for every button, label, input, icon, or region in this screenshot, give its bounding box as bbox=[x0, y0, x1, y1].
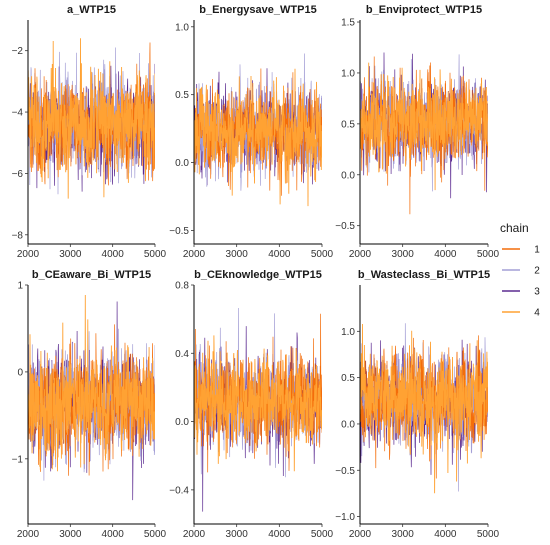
y-tick-label: −8 bbox=[12, 230, 24, 241]
y-tick-label: −2 bbox=[12, 46, 24, 57]
x-tick-label: 3000 bbox=[392, 529, 415, 540]
y-tick-label: −6 bbox=[12, 169, 24, 180]
x-tick-label: 5000 bbox=[477, 249, 500, 260]
x-tick-label: 2000 bbox=[349, 249, 372, 260]
panel-title: b_CEaware_Bi_WTP15 bbox=[32, 269, 151, 281]
y-tick-label: 0.0 bbox=[341, 170, 355, 181]
trace-line-chain-4 bbox=[194, 335, 322, 472]
trace-panel-5: b_CEknowledge_WTP15 −0.4 0.0 0.4 0.8 2000 3000… bbox=[169, 269, 333, 540]
panel-title: b_Energysave_WTP15 bbox=[199, 4, 316, 16]
x-tick-label: 4000 bbox=[268, 249, 291, 260]
trace-panel-3: b_Enviprotect_WTP15 −0.5 0.0 0.5 1.0 1.5 2000 3… bbox=[335, 4, 499, 260]
x-tick-label: 3000 bbox=[226, 249, 249, 260]
trace-panel-6: b_Wasteclass_Bi_WTP15 −1.0 −0.5 0.0 0.5 1.0 20… bbox=[335, 269, 499, 540]
x-tick-label: 3000 bbox=[392, 249, 415, 260]
y-tick-label: 1.0 bbox=[175, 22, 189, 33]
x-tick-label: 5000 bbox=[311, 529, 334, 540]
legend-label-chain-3: 3 bbox=[534, 287, 540, 298]
y-tick-label: 0.5 bbox=[341, 373, 355, 384]
y-tick-label: 0.4 bbox=[175, 349, 189, 360]
x-tick-label: 5000 bbox=[311, 249, 334, 260]
y-tick-label: −0.5 bbox=[335, 466, 355, 477]
x-tick-label: 2000 bbox=[17, 529, 40, 540]
y-tick-label: −0.5 bbox=[335, 221, 355, 232]
panel-title: b_CEknowledge_WTP15 bbox=[194, 269, 322, 281]
x-tick-label: 4000 bbox=[268, 529, 291, 540]
x-tick-label: 3000 bbox=[226, 529, 249, 540]
x-tick-label: 3000 bbox=[59, 249, 82, 260]
trace-line-chain-4 bbox=[360, 62, 488, 191]
y-tick-label: 0.5 bbox=[175, 90, 189, 101]
x-tick-label: 5000 bbox=[144, 249, 167, 260]
y-tick-label: −0.4 bbox=[169, 485, 189, 496]
trace-panel-2: b_Energysave_WTP15 −0.5 0.0 0.5 1.0 2000 3000 4… bbox=[169, 4, 333, 260]
x-tick-label: 5000 bbox=[477, 529, 500, 540]
y-tick-label: −1 bbox=[12, 454, 24, 465]
y-tick-label: 1.0 bbox=[341, 327, 355, 338]
trace-line-chain-4 bbox=[28, 38, 155, 199]
legend: chain 1 2 3 4 bbox=[500, 221, 540, 319]
x-tick-label: 3000 bbox=[59, 529, 82, 540]
y-tick-label: 0.0 bbox=[175, 158, 189, 169]
x-tick-label: 4000 bbox=[102, 529, 125, 540]
trace-line-chain-4 bbox=[28, 294, 155, 472]
y-tick-label: −0.5 bbox=[169, 226, 189, 237]
legend-label-chain-1: 1 bbox=[534, 245, 540, 256]
legend-title: chain bbox=[500, 221, 529, 235]
y-tick-label: −1.0 bbox=[335, 512, 355, 523]
trace-line-chain-4 bbox=[360, 323, 488, 494]
x-tick-label: 4000 bbox=[434, 529, 457, 540]
x-tick-label: 2000 bbox=[17, 249, 40, 260]
panel-title: b_Wasteclass_Bi_WTP15 bbox=[358, 269, 490, 281]
x-tick-label: 2000 bbox=[349, 529, 372, 540]
y-tick-label: 0 bbox=[17, 367, 23, 378]
x-tick-label: 2000 bbox=[183, 249, 206, 260]
y-tick-label: 0.5 bbox=[341, 119, 355, 130]
x-tick-label: 4000 bbox=[102, 249, 125, 260]
panel-title: a_WTP15 bbox=[67, 4, 116, 16]
x-tick-label: 4000 bbox=[434, 249, 457, 260]
y-tick-label: 1.5 bbox=[341, 18, 355, 29]
x-tick-label: 5000 bbox=[144, 529, 167, 540]
legend-label-chain-2: 2 bbox=[534, 266, 540, 277]
y-tick-label: 0.8 bbox=[175, 281, 189, 292]
y-tick-label: −4 bbox=[12, 108, 24, 119]
y-tick-label: 1.0 bbox=[341, 68, 355, 79]
trace-panel-4: b_CEaware_Bi_WTP15 −1 0 1 2000 3000 4000 5000 bbox=[12, 269, 167, 540]
panel-title: b_Enviprotect_WTP15 bbox=[366, 4, 482, 16]
x-tick-label: 2000 bbox=[183, 529, 206, 540]
y-tick-label: 0.0 bbox=[175, 417, 189, 428]
y-tick-label: 1 bbox=[17, 281, 23, 292]
legend-label-chain-4: 4 bbox=[534, 308, 540, 319]
trace-panel-1: a_WTP15 −8 −6 −4 −2 2000 3000 4000 5000 bbox=[12, 4, 167, 260]
y-tick-label: 0.0 bbox=[341, 419, 355, 430]
trace-line-chain-4 bbox=[194, 68, 322, 207]
